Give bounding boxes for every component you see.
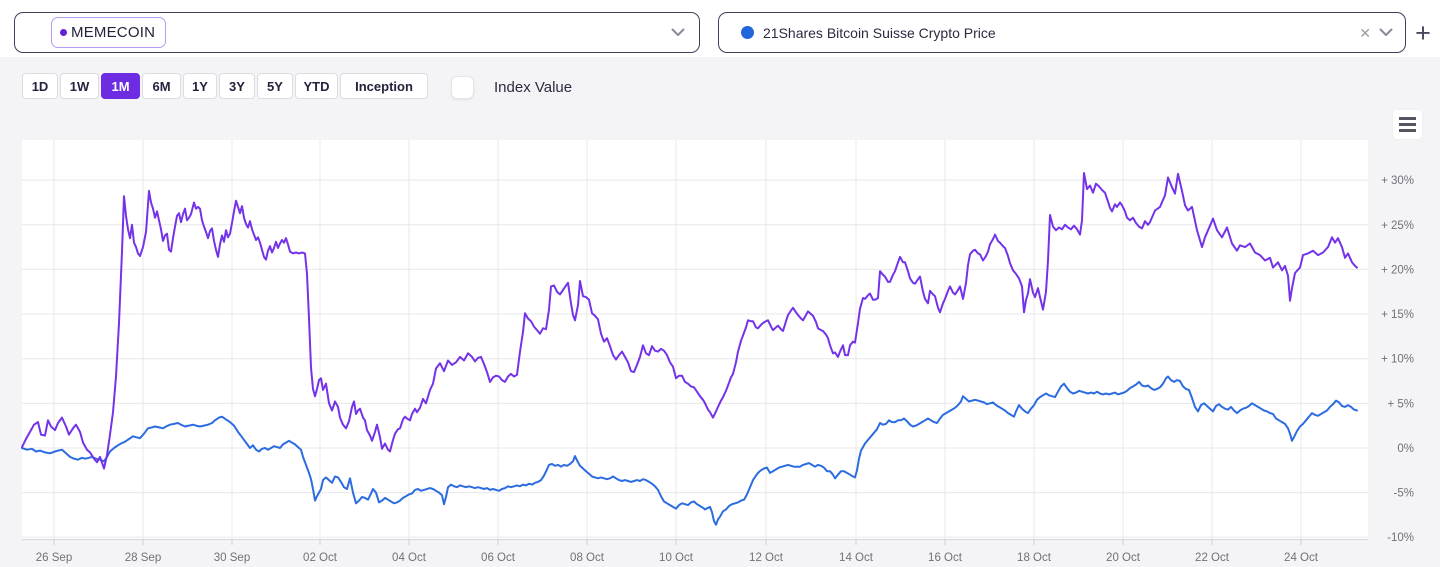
y-axis-tick-label: + 30% — [1381, 175, 1414, 187]
x-axis-tick-label: 28 Sep — [125, 552, 161, 564]
plot-area[interactable] — [22, 140, 1368, 539]
memecoin-series-line — [21, 172, 1358, 470]
x-axis-tick-label: 26 Sep — [36, 552, 72, 564]
range-button-3y[interactable]: 3Y — [219, 73, 255, 99]
y-axis-tick-label: -5% — [1394, 488, 1414, 500]
bitcoin-series-line — [21, 375, 1358, 526]
range-button-1y[interactable]: 1Y — [183, 73, 217, 99]
x-axis-tick-label: 30 Sep — [214, 552, 250, 564]
price-chart: 26 Sep 28 Sep 30 Sep 02 Oct 04 Oct 06 Oct 08 O… — [0, 100, 1440, 567]
range-button-group: 1D 1W 1M 6M 1Y 3Y 5Y YTD Inception — [22, 73, 428, 99]
x-axis-tick-label: 14 Oct — [839, 552, 874, 564]
index-value-control: Index Value — [451, 76, 572, 99]
range-button-ytd[interactable]: YTD — [295, 73, 338, 99]
x-axis-tick-label: 16 Oct — [928, 552, 963, 564]
range-button-1m[interactable]: 1M — [101, 73, 140, 99]
bitcoin-series-dot-icon — [741, 26, 754, 39]
asset-chip-label: MEMECOIN — [71, 24, 156, 41]
x-axis-tick-label: 08 Oct — [570, 552, 605, 564]
asset-chip-dot-icon — [60, 29, 67, 36]
y-axis-tick-label: + 10% — [1381, 354, 1414, 366]
x-axis-tick-label: 18 Oct — [1017, 552, 1052, 564]
y-axis-tick-label: + 5% — [1387, 398, 1414, 410]
hamburger-icon — [1399, 117, 1416, 120]
asset-select[interactable]: MEMECOIN — [14, 12, 700, 53]
hamburger-icon — [1399, 123, 1416, 126]
chevron-down-icon[interactable] — [671, 28, 685, 37]
y-axis-tick-label: -10% — [1387, 532, 1414, 544]
index-value-checkbox[interactable] — [451, 76, 474, 99]
chart-svg: 26 Sep 28 Sep 30 Sep 02 Oct 04 Oct 06 Oct 08 O… — [21, 140, 1414, 564]
x-axis-tick-label: 12 Oct — [749, 552, 784, 564]
x-axis-tick-label: 10 Oct — [659, 552, 694, 564]
chart-menu-button[interactable] — [1393, 110, 1422, 139]
index-value-label: Index Value — [494, 79, 573, 96]
chevron-down-icon[interactable] — [1379, 28, 1393, 37]
range-button-6m[interactable]: 6M — [142, 73, 181, 99]
y-axis-tick-label: + 20% — [1381, 264, 1414, 276]
x-axis-tick-label: 02 Oct — [303, 552, 338, 564]
asset-chip-memecoin[interactable]: MEMECOIN — [51, 17, 167, 48]
clear-selection-icon[interactable]: ✕ — [1359, 24, 1371, 41]
add-comparison-button[interactable]: + — [1410, 19, 1436, 47]
y-axis-tick-label: + 25% — [1381, 220, 1414, 232]
range-button-1d[interactable]: 1D — [22, 73, 58, 99]
range-button-1w[interactable]: 1W — [60, 73, 99, 99]
x-axis-tick-label: 22 Oct — [1195, 552, 1230, 564]
y-axis-tick-label: + 15% — [1381, 309, 1414, 321]
range-button-5y[interactable]: 5Y — [257, 73, 293, 99]
x-axis-tick-label: 06 Oct — [481, 552, 516, 564]
compare-select-label: 21Shares Bitcoin Suisse Crypto Price — [763, 24, 996, 41]
x-axis-tick-label: 04 Oct — [392, 552, 427, 564]
x-axis-tick-label: 24 Oct — [1284, 552, 1319, 564]
x-axis-tick-label: 20 Oct — [1106, 552, 1141, 564]
y-axis-tick-label: 0% — [1397, 443, 1414, 455]
hamburger-icon — [1399, 129, 1416, 132]
compare-select[interactable]: 21Shares Bitcoin Suisse Crypto Price ✕ — [718, 12, 1406, 53]
range-button-inception[interactable]: Inception — [340, 73, 428, 99]
